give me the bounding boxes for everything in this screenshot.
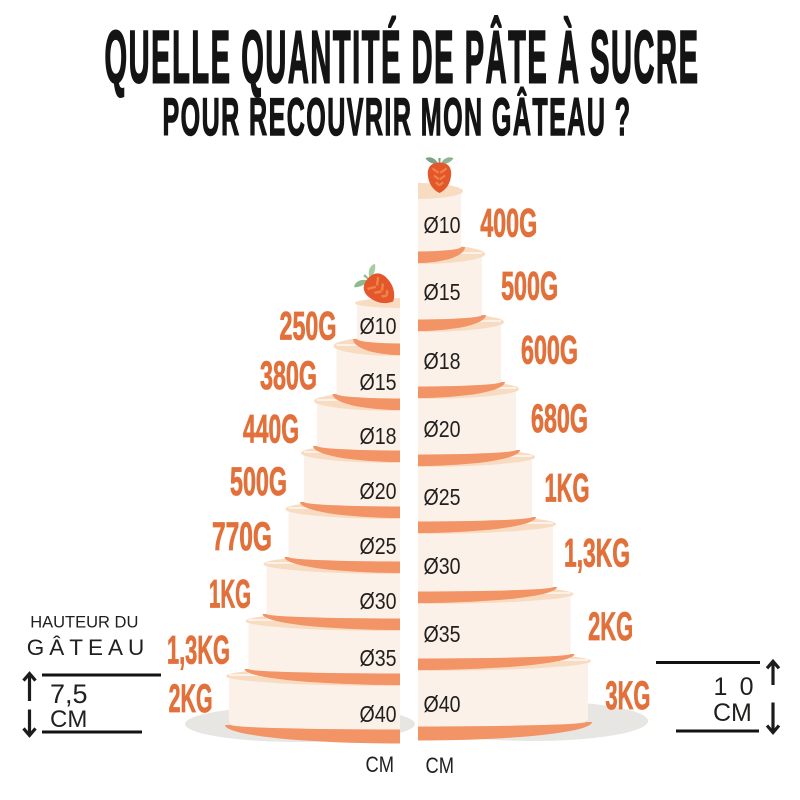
svg-text:400G: 400G (480, 202, 537, 246)
svg-text:Ø18: Ø18 (424, 348, 461, 374)
svg-text:Ø40: Ø40 (360, 701, 397, 727)
svg-text:QUELLE QUANTITÉ DE PÂTE À SUCR: QUELLE QUANTITÉ DE PÂTE À SUCRE (105, 16, 700, 99)
svg-text:1KG: 1KG (209, 573, 251, 617)
svg-text:3KG: 3KG (605, 674, 650, 718)
svg-text:500G: 500G (230, 460, 287, 504)
svg-text:1KG: 1KG (545, 467, 590, 511)
svg-text:Ø15: Ø15 (424, 279, 461, 305)
svg-text:Ø35: Ø35 (424, 621, 461, 647)
svg-text:Ø30: Ø30 (360, 588, 397, 614)
svg-text:1,3KG: 1,3KG (564, 532, 630, 576)
svg-text:Ø10: Ø10 (360, 313, 397, 339)
svg-text:2KG: 2KG (169, 677, 213, 721)
svg-text:7,5: 7,5 (50, 679, 88, 709)
svg-text:380G: 380G (260, 354, 317, 398)
svg-text:CM: CM (426, 753, 455, 778)
svg-text:Ø15: Ø15 (360, 369, 397, 395)
svg-text:CM: CM (713, 699, 752, 727)
svg-text:1 0: 1 0 (714, 673, 754, 701)
svg-text:Ø20: Ø20 (424, 416, 461, 442)
svg-text:2KG: 2KG (588, 605, 633, 649)
svg-text:HAUTEUR DU: HAUTEUR DU (30, 614, 138, 632)
svg-text:440G: 440G (243, 408, 299, 452)
svg-text:1,3KG: 1,3KG (167, 629, 230, 673)
svg-text:GÂTEAU: GÂTEAU (27, 635, 150, 660)
svg-text:Ø40: Ø40 (424, 691, 461, 717)
svg-text:Ø25: Ø25 (424, 484, 461, 510)
svg-text:770G: 770G (212, 515, 272, 559)
svg-text:CM: CM (366, 752, 395, 777)
svg-text:Ø20: Ø20 (360, 478, 397, 504)
svg-text:Ø10: Ø10 (424, 212, 461, 238)
svg-text:POUR RECOUVRIR MON GÂTEAU ?: POUR RECOUVRIR MON GÂTEAU ? (163, 86, 632, 147)
svg-text:Ø25: Ø25 (360, 533, 397, 559)
svg-text:Ø30: Ø30 (424, 553, 461, 579)
svg-text:Ø18: Ø18 (360, 423, 397, 449)
svg-text:500G: 500G (501, 265, 558, 309)
svg-text:600G: 600G (521, 328, 578, 372)
svg-text:680G: 680G (531, 397, 588, 441)
svg-text:Ø35: Ø35 (360, 645, 397, 671)
svg-text:250G: 250G (280, 305, 337, 349)
svg-text:CM: CM (50, 706, 87, 733)
